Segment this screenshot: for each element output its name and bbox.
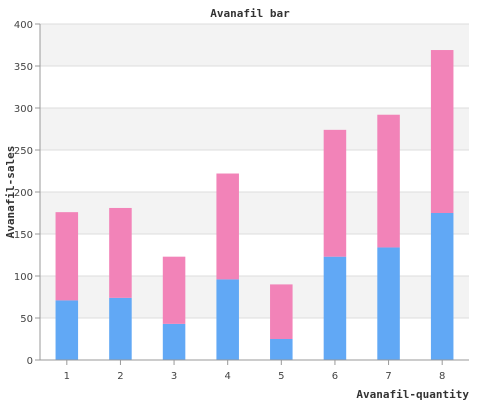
- background-band: [40, 66, 469, 108]
- x-tick-label: 3: [171, 371, 177, 382]
- background-band: [40, 24, 469, 66]
- background-band: [40, 318, 469, 360]
- x-tick-labels: 1 2 3 4 5 6 7 8: [64, 360, 445, 382]
- background-band: [40, 108, 469, 150]
- y-tick-label: 200: [14, 188, 33, 199]
- y-tick-label: 300: [14, 104, 33, 115]
- y-tick-label: 400: [14, 20, 33, 31]
- bar-series-1-7: [377, 247, 400, 360]
- y-tick-label: 250: [14, 146, 33, 157]
- x-tick-label: 6: [332, 371, 338, 382]
- chart-title: Avanafil bar: [210, 7, 290, 20]
- bar-series-2-7: [377, 114, 400, 248]
- bar-series-2-2: [109, 207, 132, 298]
- bar-series-1-1: [55, 300, 79, 360]
- bar-series-1-8: [430, 213, 454, 360]
- background-band: [40, 234, 469, 276]
- x-tick-label: 8: [439, 371, 445, 382]
- bar-series-2-5: [270, 284, 293, 339]
- x-tick-label: 2: [117, 371, 123, 382]
- bar-series-2-6: [323, 129, 347, 257]
- background-band: [40, 192, 469, 234]
- bar-series-1-5: [270, 339, 293, 360]
- x-axis-label: Avanafil-quantity: [356, 388, 469, 400]
- y-tick-label: 100: [14, 272, 33, 283]
- y-tick-label: 0: [27, 356, 33, 367]
- y-tick-label: 150: [14, 230, 33, 241]
- y-tick-label: 50: [20, 314, 33, 325]
- background-band: [40, 276, 469, 318]
- bar-series-2-8: [430, 50, 454, 213]
- y-axis-label: Avanafil-sales: [4, 146, 17, 239]
- bars: [55, 50, 454, 360]
- bar-series-1-6: [323, 256, 347, 360]
- background-band: [40, 150, 469, 192]
- bar-series-2-3: [162, 256, 186, 324]
- bar-series-1-3: [162, 323, 186, 360]
- y-tick-label: 350: [14, 62, 33, 73]
- x-tick-label: 1: [64, 371, 70, 382]
- bar-series-2-1: [55, 212, 79, 301]
- axes: [39, 24, 469, 361]
- bar-series-1-2: [109, 297, 132, 360]
- x-tick-label: 4: [225, 371, 231, 382]
- bar-series-2-4: [216, 173, 239, 280]
- bar-series-1-4: [216, 279, 239, 360]
- x-tick-label: 5: [278, 371, 284, 382]
- y-tick-labels: 0 50 100 150 200 250 300 350 400: [14, 20, 33, 367]
- x-tick-label: 7: [385, 371, 391, 382]
